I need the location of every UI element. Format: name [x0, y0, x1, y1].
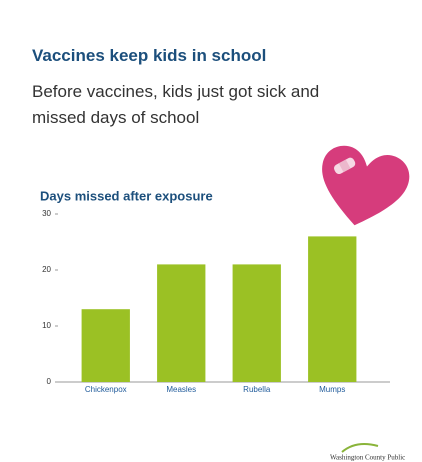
x-tick-label: Measles: [166, 385, 196, 394]
logo-text: Washington County Public: [330, 454, 405, 462]
bar: [308, 236, 357, 382]
x-tick-label: Rubella: [243, 385, 271, 394]
bar: [232, 264, 281, 382]
y-tick-label: 10: [42, 321, 51, 330]
logo: Washington County Public: [330, 443, 405, 462]
x-tick-label: Mumps: [319, 385, 345, 394]
chart-title: Days missed after exposure: [40, 188, 213, 203]
bar: [157, 264, 206, 382]
y-tick-label: 20: [42, 265, 51, 274]
y-tick-label: 0: [47, 377, 52, 386]
x-tick-label: Chickenpox: [85, 385, 127, 394]
bar: [81, 309, 130, 382]
page-title: Vaccines keep kids in school: [32, 46, 267, 65]
heart-icon: [322, 145, 410, 226]
page-subtitle: Before vaccines, kids just got sick and …: [32, 82, 320, 127]
y-tick-label: 30: [42, 209, 51, 218]
